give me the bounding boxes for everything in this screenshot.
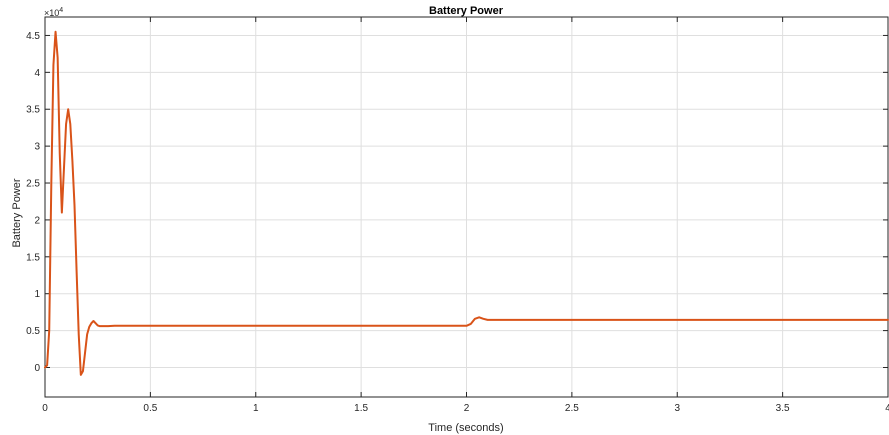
y-multiplier-exponent: 4 [59,7,63,14]
y-axis-multiplier: ×104 [44,7,63,18]
y-tick-label: 1.5 [26,252,40,263]
x-tick-label: 1 [253,403,259,414]
y-tick-label: 1 [34,289,40,300]
x-tick-label: 3.5 [776,403,790,414]
x-tick-label: 2.5 [565,403,579,414]
x-axis-label: Time (seconds) [428,422,503,434]
chart-title: Battery Power [429,5,504,17]
y-tick-label: 2 [34,215,40,226]
series-layer [44,30,889,376]
y-tick-label: 2.5 [26,179,40,190]
y-tick-label: 0.5 [26,326,40,337]
x-tick-label: 1.5 [354,403,368,414]
axis-ticks: 0 0.5 1 1.5 2 2.5 3 3.5 4 0 0.5 1 1.5 2 2.5 3 3.5 4 4.5 [26,17,889,414]
y-tick-label: 4 [34,68,40,79]
y-tick-label: 3 [34,142,40,153]
x-tick-label: 3 [674,403,680,414]
y-tick-label: 4.5 [26,31,40,42]
grid [44,17,889,397]
x-tick-label: 0.5 [143,403,157,414]
y-multiplier-base: ×10 [44,8,59,18]
x-tick-label: 4 [885,403,889,414]
x-tick-label: 2 [464,403,470,414]
y-tick-label: 0 [34,363,40,374]
y-axis-label: Battery Power [11,178,23,247]
series-line [44,30,889,376]
y-tick-label: 3.5 [26,105,40,116]
x-tick-label: 0 [42,403,48,414]
